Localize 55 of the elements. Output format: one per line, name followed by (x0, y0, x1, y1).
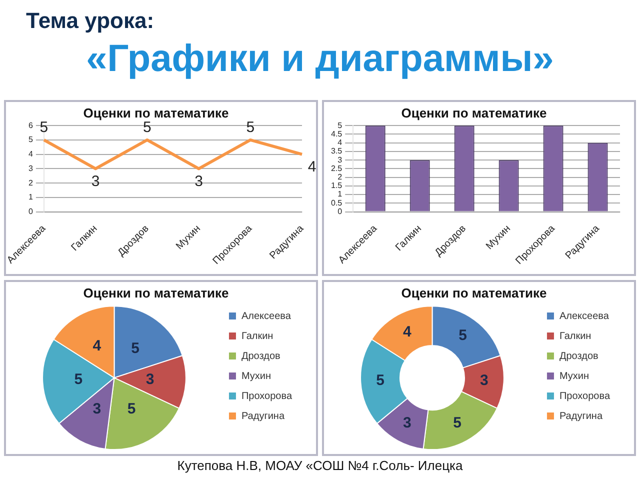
y-tick-label: 4.5 (330, 129, 343, 138)
data-label: 5 (127, 400, 136, 418)
text: Кутепова Н.В, МОАУ «СОШ №4 г.Соль- Илецка (176, 458, 464, 473)
data-label: 5 (376, 372, 385, 390)
data-label: 4 (308, 158, 316, 176)
y-tick-label: 3.5 (330, 146, 343, 156)
y-tick-label: 3 (338, 155, 343, 164)
data-label: 3 (91, 172, 100, 190)
legend-label: Прохорова (241, 390, 292, 402)
chart-title: Оценки по математике (401, 105, 547, 120)
y-tick-label: 0 (28, 206, 34, 216)
legend-label: Радугина (241, 410, 285, 422)
text: Тема урока: (26, 8, 154, 34)
legend-label: Галкин (559, 330, 592, 342)
data-label: 3 (92, 400, 102, 418)
y-tick-label: 2 (28, 178, 34, 188)
y-tick-label: 1.5 (330, 181, 343, 190)
y-tick-label: 0 (338, 206, 343, 216)
data-label: 4 (92, 338, 102, 355)
legend-label: Алексеева (559, 310, 610, 322)
legend-label: Мухин (241, 370, 272, 382)
data-label: 5 (143, 119, 152, 136)
legend-label: Галкин (241, 330, 274, 342)
data-label: 5 (453, 414, 462, 432)
legend-label: Радугина (559, 410, 603, 422)
data-label: 3 (146, 371, 154, 388)
y-tick-label: 2 (338, 172, 343, 182)
text: «Графики и диаграммы» (85, 38, 555, 81)
legend-label: Алексеева (241, 310, 292, 322)
data-label: 3 (403, 414, 412, 432)
y-tick-label: 5 (28, 135, 34, 144)
y-tick-label: 4 (338, 138, 343, 148)
data-label: 5 (131, 340, 140, 357)
y-tick-label: 0.5 (330, 198, 343, 208)
y-tick-label: 6 (28, 120, 34, 130)
chart-title: Оценки по математике (401, 285, 547, 300)
y-tick-label: 4 (28, 150, 34, 159)
y-tick-label: 1 (338, 190, 343, 199)
y-tick-label: 1 (28, 192, 34, 202)
legend-label: Дроздов (241, 350, 280, 362)
chart-title: Оценки по математике (83, 105, 229, 120)
y-tick-label: 3 (28, 164, 34, 173)
data-label: 5 (246, 119, 255, 136)
legend-label: Мухин (559, 370, 590, 382)
data-label: 3 (194, 172, 203, 190)
legend-label: Дроздов (559, 350, 598, 362)
data-label: 3 (480, 372, 488, 390)
data-label: 5 (40, 119, 48, 136)
chart-title: Оценки по математике (83, 285, 229, 300)
y-tick-label: 2.5 (330, 164, 343, 173)
data-label: 4 (403, 323, 412, 340)
data-label: 5 (458, 326, 467, 344)
legend-label: Прохорова (559, 390, 610, 402)
data-label: 5 (74, 371, 83, 388)
y-tick-label: 5 (338, 120, 343, 130)
